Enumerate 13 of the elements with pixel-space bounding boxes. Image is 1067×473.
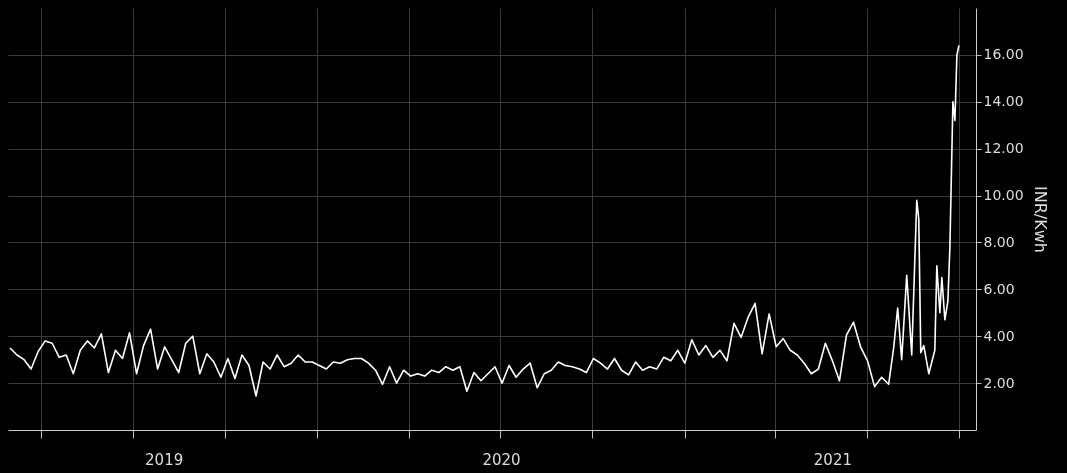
y-tick-label: 4.00 [983, 327, 1015, 344]
y-axis-title: INR/Kwh [1030, 186, 1050, 253]
y-tick-label: 16.00 [983, 46, 1024, 63]
y-tick-label: 6.00 [983, 280, 1015, 297]
x-tick-label: 2021 [813, 450, 852, 469]
y-tick-label: 12.00 [983, 140, 1024, 157]
y-tick-label: 10.00 [983, 187, 1024, 204]
x-tick-label: 2020 [482, 450, 521, 469]
y-tick-label: 14.00 [983, 93, 1024, 110]
y-tick-label: 8.00 [983, 233, 1015, 250]
y-tick-label: 2.00 [983, 374, 1015, 391]
x-tick-label: 2019 [145, 450, 184, 469]
line-series [9, 44, 960, 397]
